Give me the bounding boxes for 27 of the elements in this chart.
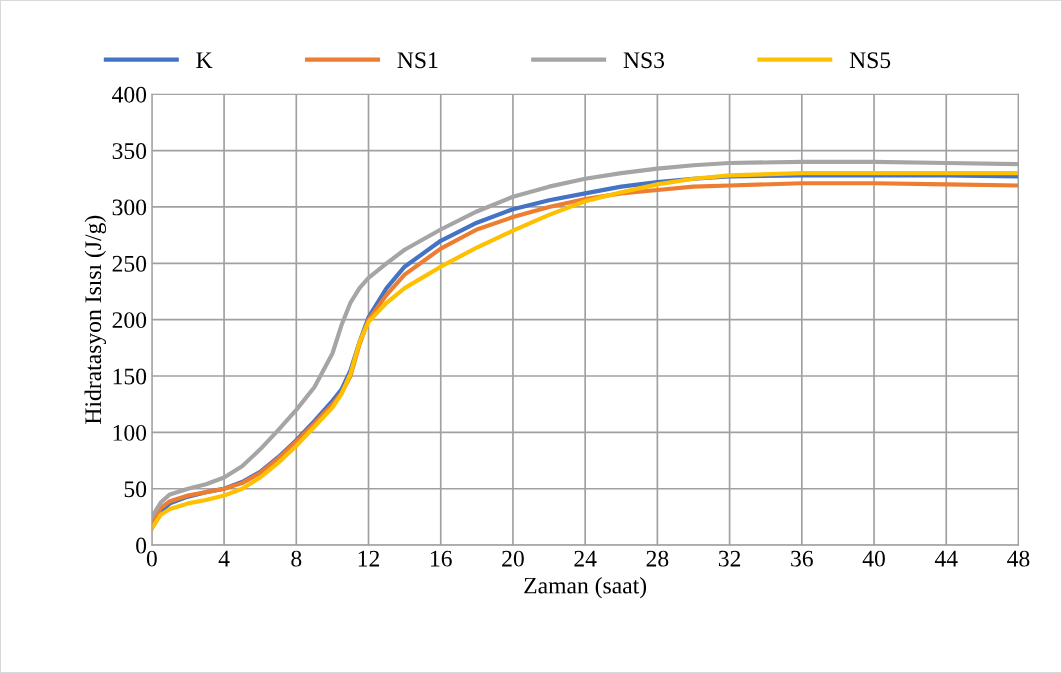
legend-label: NS3	[623, 52, 665, 69]
y-tick-label: 0	[136, 537, 147, 554]
y-tick-label: 50	[124, 481, 147, 498]
y-tick-label: 400	[112, 86, 147, 103]
y-tick-label: 100	[113, 424, 147, 441]
x-tick-label: 44	[934, 550, 958, 567]
y-tick-label: 200	[112, 312, 147, 329]
y-tick-label: 300	[112, 199, 147, 216]
x-tick-label: 20	[502, 550, 524, 567]
x-tick-label: 48	[1007, 550, 1030, 567]
x-tick-label: 12	[358, 550, 380, 567]
x-tick-label: 40	[862, 550, 885, 567]
x-tick-label: 32	[718, 550, 741, 567]
x-tick-label: 4	[218, 550, 230, 567]
x-tick-label: 24	[574, 550, 597, 567]
y-tick-label: 150	[113, 368, 147, 385]
x-tick-label: 36	[791, 550, 813, 567]
y-tick-label: 250	[112, 255, 147, 272]
x-tick-label: 8	[291, 550, 302, 567]
y-tick-label: 350	[112, 143, 147, 160]
x-axis-title: Zaman (saat)	[524, 576, 647, 599]
x-tick-label: 16	[431, 550, 452, 567]
legend-label: NS1	[397, 52, 438, 69]
y-axis-title: Hidratasyon Isısı (J/g)	[84, 215, 107, 424]
legend-label: K	[196, 52, 213, 68]
legend-label: NS5	[849, 52, 891, 69]
x-tick-label: 28	[646, 550, 669, 567]
